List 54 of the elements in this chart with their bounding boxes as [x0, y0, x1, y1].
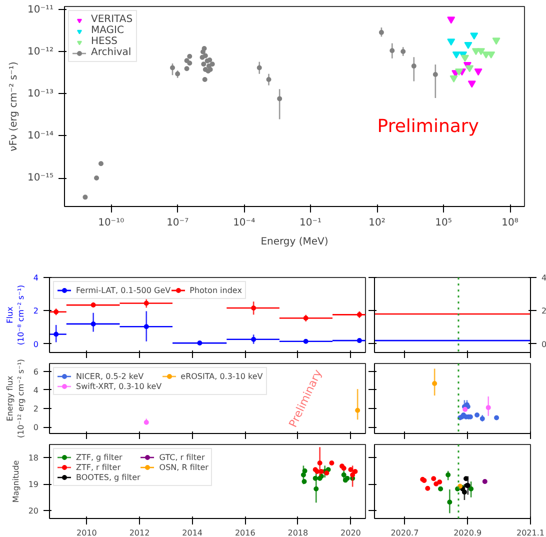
x-tick-label: 10²: [368, 218, 386, 228]
y-tick-label: 10⁻¹²: [27, 46, 54, 58]
legend-label: HESS: [91, 36, 118, 47]
x-tick-label: 10⁻⁷: [166, 218, 189, 228]
x-tick-label: 2020: [340, 528, 361, 537]
legend-label: ZTF, r filter: [76, 462, 120, 472]
x-tick-label: 2010: [76, 528, 97, 537]
legend-label: Photon index: [190, 285, 242, 295]
y-tick-label: 2: [542, 306, 546, 316]
y-tick-label: 10⁻¹⁴: [27, 130, 54, 142]
legend-label: Fermi-LAT, 0.1-500 GeV: [76, 285, 171, 295]
x-tick-label: 10⁵: [435, 218, 452, 228]
legend-label: MAGIC: [91, 25, 124, 36]
legend-label: NICER, 0.5-2 keV: [76, 371, 144, 381]
legend-label: BOOTES, g filter: [76, 472, 140, 482]
x-tick-label: 2021.1: [516, 528, 545, 537]
x-tick-label: 10⁻¹: [300, 218, 322, 228]
y-tick-label: 6: [33, 367, 39, 376]
x-tick-label: 2016: [234, 528, 256, 537]
y-tick-label: 20: [28, 506, 39, 516]
x-tick-label: 2020.9: [454, 528, 482, 537]
y-axis-title: νFν (erg cm⁻² s⁻¹): [8, 62, 20, 152]
y-axis-title: Magnitude: [11, 460, 20, 503]
y-tick-label: 10⁻¹¹: [27, 4, 54, 16]
y-axis-title: Flux (10⁻⁸ cm⁻² s⁻¹): [6, 284, 26, 346]
y-tick-label: 19: [28, 480, 39, 490]
legend-label: OSN, R filter: [159, 462, 208, 472]
y-tick-label: 18: [28, 454, 39, 463]
y-tick-label: 0: [33, 340, 39, 349]
y-tick-label: 10⁻¹³: [27, 88, 54, 100]
y-tick-label: 4: [33, 274, 39, 282]
legend-label: ZTF, g filter: [76, 452, 122, 462]
legend-label: Archival: [91, 47, 132, 58]
legend-label: VERITAS: [91, 14, 133, 25]
annotation: Preliminary: [377, 116, 480, 137]
y-tick-label: 10⁻¹⁵: [27, 172, 54, 184]
x-tick-label: 10⁻¹⁰: [98, 218, 124, 228]
x-tick-label: 2018: [288, 528, 308, 537]
y-axis-title: Energy flux (10⁻¹² erg cm⁻² s⁻¹): [6, 358, 26, 438]
y-tick-label: 2: [33, 404, 39, 414]
x-tick-label: 2014: [182, 528, 202, 537]
x-tick-label: 10⁸: [502, 218, 518, 228]
x-tick-label: 2020.7: [390, 528, 419, 537]
legend-label: Swift-XRT, 0.3-10 keV: [76, 381, 162, 391]
y-tick-label: 0: [542, 340, 546, 349]
x-tick-label: 2012: [129, 528, 150, 537]
y-tick-label: 2: [33, 306, 39, 316]
x-axis-title: Energy (MeV): [260, 236, 328, 248]
y-tick-label: 0: [33, 423, 39, 432]
y-tick-label: 4: [33, 386, 39, 395]
legend-label: eROSITA, 0.3-10 keV: [180, 371, 263, 381]
y-tick-label: 4: [542, 274, 546, 282]
x-tick-label: 10⁻⁴: [233, 218, 256, 228]
legend-label: GTC, r filter: [159, 452, 205, 462]
